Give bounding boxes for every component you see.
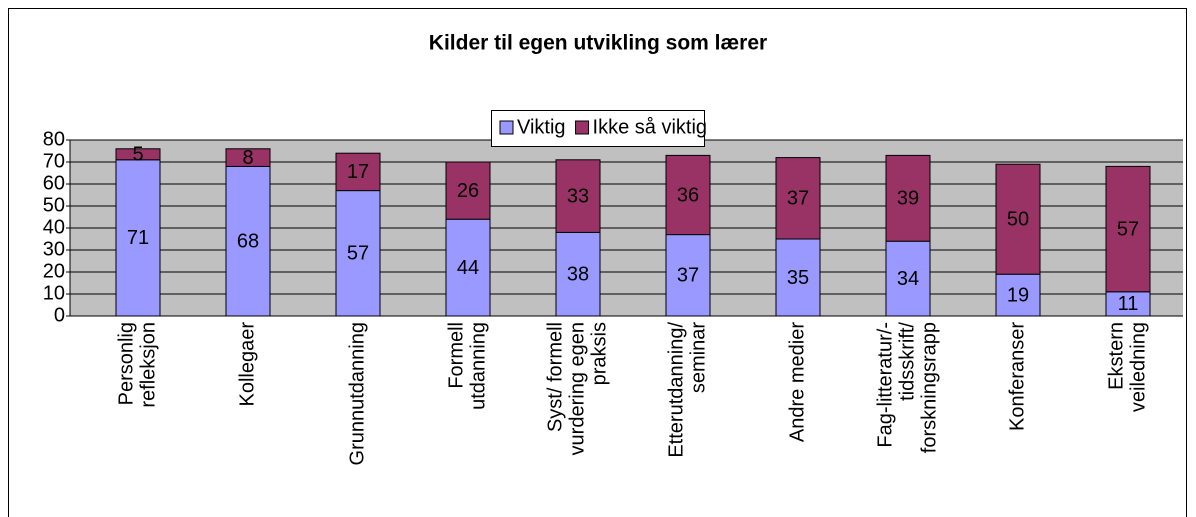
y-tick-label: 30 bbox=[43, 238, 65, 260]
y-tick-label: 10 bbox=[43, 282, 65, 304]
x-tick-label: Kollegaer bbox=[236, 322, 258, 407]
bar-segment bbox=[995, 273, 1041, 317]
x-tick-label: Andre medier bbox=[786, 322, 808, 442]
legend: Viktig Ikke så viktig bbox=[491, 110, 707, 147]
x-tick-label: Syst/ formell bbox=[544, 322, 566, 432]
data-label: 34 bbox=[897, 268, 919, 290]
data-label: 37 bbox=[677, 265, 699, 287]
data-label: 11 bbox=[1118, 293, 1139, 315]
y-tick-label: 40 bbox=[43, 216, 65, 238]
data-label: 36 bbox=[677, 184, 699, 206]
x-tick-label: Konferanser bbox=[1006, 322, 1028, 431]
x-tick-label: veiledning bbox=[1127, 322, 1149, 412]
x-tick-label: seminar bbox=[687, 322, 709, 393]
x-tick-label: forskningsrapp bbox=[918, 322, 940, 453]
bar-segment bbox=[775, 157, 821, 240]
bar-segment bbox=[115, 159, 161, 317]
y-tick-label: 20 bbox=[43, 260, 65, 282]
bar-segment bbox=[885, 154, 931, 242]
legend-box bbox=[491, 110, 705, 147]
x-tick-label: Grunnutdanning bbox=[346, 322, 368, 465]
data-label: 71 bbox=[127, 227, 149, 249]
bar-segment bbox=[555, 231, 601, 317]
x-tick-label: Formell bbox=[445, 322, 467, 389]
x-tick-label: tidsskrift/ bbox=[896, 322, 918, 401]
data-label: 26 bbox=[457, 180, 479, 202]
x-tick-label: praksis bbox=[588, 322, 610, 385]
x-tick-label: Ekstern bbox=[1105, 322, 1127, 390]
data-label: 33 bbox=[567, 185, 589, 207]
data-label: 19 bbox=[1007, 284, 1029, 306]
x-tick-label: refleksjon bbox=[137, 322, 159, 408]
y-tick-label: 60 bbox=[43, 172, 65, 194]
bar-segment bbox=[445, 161, 491, 220]
bar-segment bbox=[115, 148, 161, 161]
data-label: 8 bbox=[242, 147, 253, 169]
x-tick-label: Personlig bbox=[115, 322, 137, 405]
data-label: 50 bbox=[1007, 208, 1029, 230]
bar-segment bbox=[555, 159, 601, 233]
legend-swatch bbox=[575, 120, 590, 135]
data-label: 39 bbox=[897, 188, 919, 210]
bar-segment bbox=[225, 165, 271, 317]
data-label: 38 bbox=[567, 263, 589, 285]
y-tick-label: 50 bbox=[43, 194, 65, 216]
data-label: 44 bbox=[457, 257, 479, 279]
y-tick-label: 80 bbox=[43, 128, 65, 150]
chart-title: Kilder til egen utvikling som lærer bbox=[429, 32, 767, 55]
bar-segment bbox=[335, 190, 381, 317]
bar-segment bbox=[995, 163, 1041, 275]
data-label: 68 bbox=[237, 230, 259, 252]
data-label: 37 bbox=[787, 188, 809, 210]
y-tick-label: 70 bbox=[43, 150, 65, 172]
bar-segment bbox=[775, 238, 821, 317]
bar-segment bbox=[1105, 291, 1151, 317]
data-label: 35 bbox=[787, 267, 809, 289]
bar-segment bbox=[445, 218, 491, 317]
data-label: 5 bbox=[132, 144, 143, 166]
bar-segment bbox=[665, 154, 711, 236]
bar-segment bbox=[335, 152, 381, 192]
data-label: 57 bbox=[347, 243, 369, 265]
data-label: 17 bbox=[347, 161, 369, 183]
legend-label: Ikke så viktig bbox=[593, 116, 707, 138]
bar-segment bbox=[1105, 165, 1151, 293]
bar-segment bbox=[225, 148, 271, 167]
legend-label: Viktig bbox=[517, 116, 566, 138]
legend-swatch bbox=[499, 120, 514, 135]
x-tick-label: Etterutdanning/ bbox=[665, 322, 687, 458]
x-tick-label: vurdering egen bbox=[566, 322, 588, 455]
x-tick-label: utdanning bbox=[467, 322, 489, 410]
data-label: 57 bbox=[1117, 218, 1139, 240]
y-tick-label: 0 bbox=[54, 304, 65, 326]
x-tick-label: Fag-litteratur/- bbox=[874, 322, 896, 448]
